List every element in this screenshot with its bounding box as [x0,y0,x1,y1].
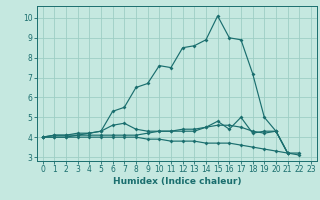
X-axis label: Humidex (Indice chaleur): Humidex (Indice chaleur) [113,177,241,186]
